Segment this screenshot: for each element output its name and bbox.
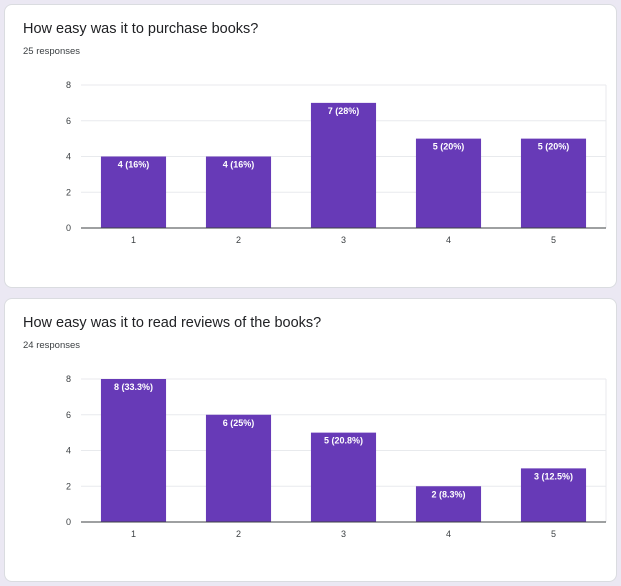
bar (520, 468, 587, 522)
x-tick-label: 2 (236, 529, 241, 539)
bar-chart-purchase: 0 2 4 6 8 4 (16%) 1 4 (16%) 2 7 (28%) 3 5 (20%) 4 5 (… (66, 80, 607, 245)
bar-data-label: 6 (25%) (223, 418, 255, 428)
response-count: 25 responses (23, 46, 81, 57)
bar (205, 156, 272, 228)
question-card-purchase: How easy was it to purchase books? 25 re… (4, 4, 617, 288)
bar (310, 102, 377, 228)
bar (310, 432, 377, 522)
x-tick-label: 5 (551, 529, 556, 539)
bar-data-label: 2 (8.3%) (431, 489, 465, 499)
y-tick-label: 6 (66, 116, 71, 126)
y-tick-label: 8 (66, 80, 71, 90)
y-tick-label: 6 (66, 410, 71, 420)
x-tick-label: 4 (446, 529, 451, 539)
bar (205, 414, 272, 522)
bar (100, 156, 167, 228)
bar-data-label: 5 (20%) (538, 142, 570, 152)
bar-data-label: 8 (33.3%) (114, 382, 153, 392)
bar-data-label: 7 (28%) (328, 106, 360, 116)
bar-data-label: 3 (12.5%) (534, 471, 573, 481)
question-title: How easy was it to read reviews of the b… (23, 315, 322, 331)
question-title: How easy was it to purchase books? (23, 21, 259, 37)
y-tick-label: 2 (66, 187, 71, 197)
y-tick-label: 2 (66, 481, 71, 491)
x-tick-label: 5 (551, 235, 556, 245)
x-tick-label: 3 (341, 529, 346, 539)
y-tick-label: 4 (66, 446, 71, 456)
question-card-reviews: How easy was it to read reviews of the b… (4, 298, 617, 582)
y-tick-label: 4 (66, 152, 71, 162)
bar (520, 138, 587, 228)
x-tick-label: 4 (446, 235, 451, 245)
bar-chart-reviews: 0 2 4 6 8 8 (33.3%) 1 6 (25%) 2 5 (20.8%) 3 2 (8.3%… (66, 374, 607, 539)
x-tick-label: 1 (131, 235, 136, 245)
x-tick-label: 1 (131, 529, 136, 539)
x-tick-label: 2 (236, 235, 241, 245)
bar (415, 486, 482, 522)
bar-data-label: 5 (20%) (433, 142, 465, 152)
bar-data-label: 4 (16%) (223, 160, 255, 170)
y-tick-label: 8 (66, 374, 71, 384)
bar-data-label: 5 (20.8%) (324, 436, 363, 446)
bar (100, 379, 167, 522)
bar (415, 138, 482, 228)
y-tick-label: 0 (66, 517, 71, 527)
y-tick-label: 0 (66, 223, 71, 233)
bar-data-label: 4 (16%) (118, 160, 150, 170)
x-tick-label: 3 (341, 235, 346, 245)
response-count: 24 responses (23, 340, 81, 351)
